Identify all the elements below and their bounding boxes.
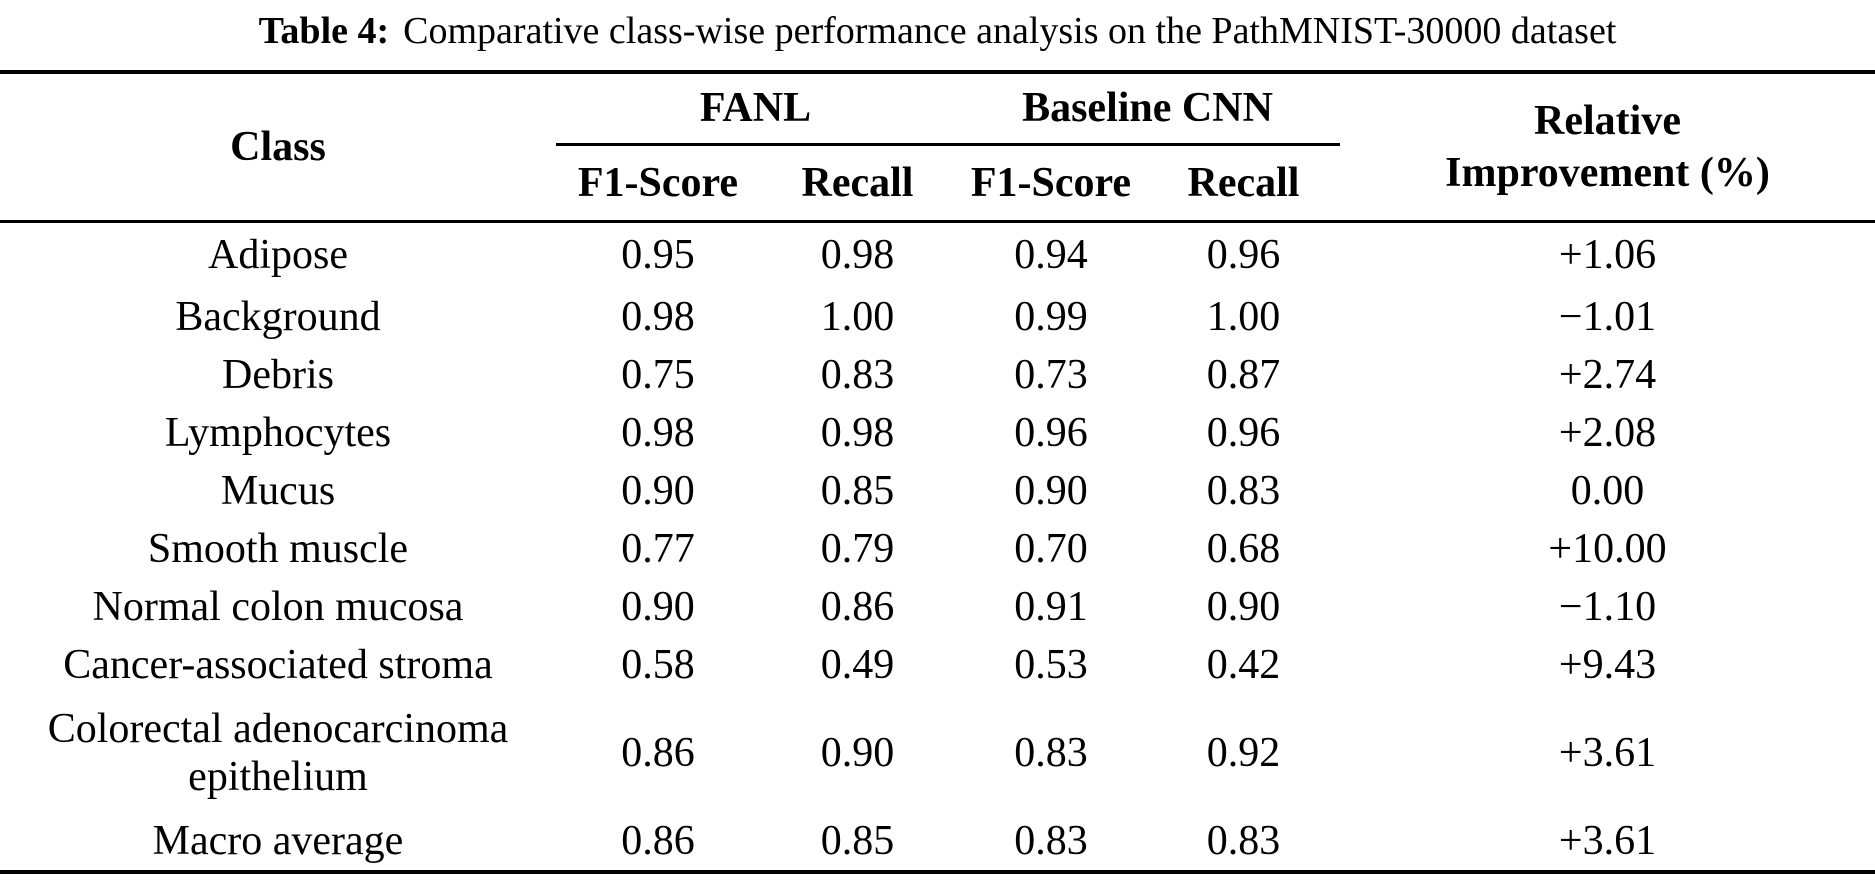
fanl-f1-cell: 0.98	[621, 294, 695, 340]
class-cell: Adipose	[208, 232, 348, 279]
improvement-cell: +2.08	[1558, 410, 1657, 456]
class-cell: Normal colon mucosa	[92, 584, 464, 630]
fanl-f1-cell: 0.75	[621, 352, 695, 398]
table-row: Background 0.98 1.00 0.99 1.00 −1.01	[0, 288, 1875, 346]
cnn-recall-cell: 0.83	[1206, 818, 1281, 864]
cnn-recall-cell: 0.96	[1206, 232, 1281, 279]
fanl-recall-cell: 0.49	[820, 642, 895, 688]
improvement-cell: 0.00	[1570, 468, 1645, 514]
col-header-cnn-recall: Recall	[1147, 144, 1340, 223]
cnn-f1-cell: 0.53	[1014, 642, 1088, 688]
col-header-relative-improvement: Relative Improvement (%)	[1340, 72, 1875, 223]
cnn-f1-cell: 0.94	[1014, 232, 1088, 279]
table-row: Normal colon mucosa 0.90 0.86 0.91 0.90 …	[0, 578, 1875, 636]
col-header-fanl-recall: Recall	[760, 144, 955, 223]
cnn-recall-cell: 1.00	[1206, 294, 1281, 340]
table-row: Colorectal adenocarcinoma epithelium 0.8…	[0, 694, 1875, 812]
results-table: Class FANL Baseline CNN Relative Improve…	[0, 70, 1875, 874]
class-cell: Cancer-associated stroma	[63, 642, 493, 688]
fanl-recall-cell: 0.79	[820, 526, 895, 572]
header-row-groups: Class FANL Baseline CNN Relative Improve…	[0, 72, 1875, 223]
fanl-f1-cell: 0.98	[621, 410, 695, 456]
fanl-f1-cell: 0.58	[621, 642, 695, 688]
table-row: Macro average 0.86 0.85 0.83 0.83 +3.61	[0, 812, 1875, 872]
col-group-fanl: FANL	[556, 72, 955, 146]
cnn-f1-cell: 0.99	[1014, 294, 1088, 340]
fanl-recall-cell: 0.85	[820, 468, 895, 514]
improvement-cell: +2.74	[1558, 352, 1657, 398]
table-row: Mucus 0.90 0.85 0.90 0.83 0.00	[0, 462, 1875, 520]
improvement-cell: +10.00	[1548, 526, 1667, 572]
class-cell: Macro average	[152, 818, 404, 864]
cnn-f1-cell: 0.91	[1014, 584, 1088, 630]
cnn-f1-cell: 0.96	[1014, 410, 1088, 456]
fanl-recall-cell: 0.86	[820, 584, 895, 630]
fanl-f1-cell: 0.77	[621, 526, 695, 572]
col-header-cnn-f1: F1-Score	[955, 144, 1147, 223]
cnn-recall-cell: 0.92	[1206, 730, 1281, 776]
cnn-recall-cell: 0.42	[1206, 642, 1281, 688]
col-group-baseline-cnn: Baseline CNN	[955, 72, 1340, 146]
cnn-f1-cell: 0.70	[1014, 526, 1088, 572]
class-cell: Colorectal adenocarcinoma epithelium	[47, 706, 509, 800]
fanl-f1-cell: 0.90	[621, 468, 695, 514]
table-row: Smooth muscle 0.77 0.79 0.70 0.68 +10.00	[0, 520, 1875, 578]
class-cell: Background	[175, 294, 381, 340]
class-cell: Debris	[222, 352, 334, 398]
cnn-f1-cell: 0.83	[1014, 730, 1088, 776]
table-body: Adipose 0.95 0.98 0.94 0.96 +1.06 Backgr…	[0, 221, 1875, 872]
improvement-cell: +3.61	[1558, 818, 1657, 864]
table-caption: Table 4: Comparative class-wise performa…	[0, 0, 1875, 62]
cnn-recall-cell: 0.96	[1206, 410, 1281, 456]
fanl-f1-cell: 0.95	[621, 232, 695, 279]
improvement-cell: −1.10	[1558, 584, 1657, 630]
table-row: Cancer-associated stroma 0.58 0.49 0.53 …	[0, 636, 1875, 694]
relative-improvement-label: Relative Improvement (%)	[1445, 97, 1770, 196]
cnn-recall-cell: 0.90	[1206, 584, 1281, 630]
cnn-recall-cell: 0.68	[1206, 526, 1281, 572]
col-header-fanl-f1: F1-Score	[556, 144, 760, 223]
fanl-recall-cell: 1.00	[820, 294, 895, 340]
cnn-f1-cell: 0.73	[1014, 352, 1088, 398]
fanl-recall-cell: 0.98	[820, 410, 895, 456]
class-cell: Smooth muscle	[147, 526, 409, 572]
fanl-recall-cell: 0.85	[820, 818, 895, 864]
improvement-cell: −1.01	[1558, 294, 1657, 340]
header-row-metrics: F1-Score Recall F1-Score Recall	[0, 144, 1875, 223]
fanl-recall-cell: 0.98	[820, 232, 895, 279]
fanl-f1-cell: 0.86	[621, 730, 695, 776]
cnn-f1-cell: 0.90	[1014, 468, 1088, 514]
table-row: Lymphocytes 0.98 0.98 0.96 0.96 +2.08	[0, 404, 1875, 462]
table-caption-text: Comparative class-wise performance analy…	[403, 10, 1617, 52]
col-header-class: Class	[0, 72, 556, 223]
fanl-recall-cell: 0.90	[820, 730, 895, 776]
cnn-f1-cell: 0.83	[1014, 818, 1088, 864]
class-cell: Mucus	[220, 468, 336, 514]
cnn-recall-cell: 0.87	[1206, 352, 1281, 398]
table-row: Debris 0.75 0.83 0.73 0.87 +2.74	[0, 346, 1875, 404]
table-header: Class FANL Baseline CNN Relative Improve…	[0, 72, 1875, 223]
improvement-cell: +1.06	[1558, 232, 1657, 279]
fanl-recall-cell: 0.83	[820, 352, 895, 398]
class-cell: Lymphocytes	[164, 410, 392, 456]
cnn-recall-cell: 0.83	[1206, 468, 1281, 514]
fanl-f1-cell: 0.90	[621, 584, 695, 630]
improvement-cell: +3.61	[1558, 730, 1657, 776]
table-row: Adipose 0.95 0.98 0.94 0.96 +1.06	[0, 221, 1875, 288]
table-caption-label: Table 4:	[258, 10, 390, 52]
improvement-cell: +9.43	[1558, 642, 1657, 688]
fanl-f1-cell: 0.86	[621, 818, 695, 864]
